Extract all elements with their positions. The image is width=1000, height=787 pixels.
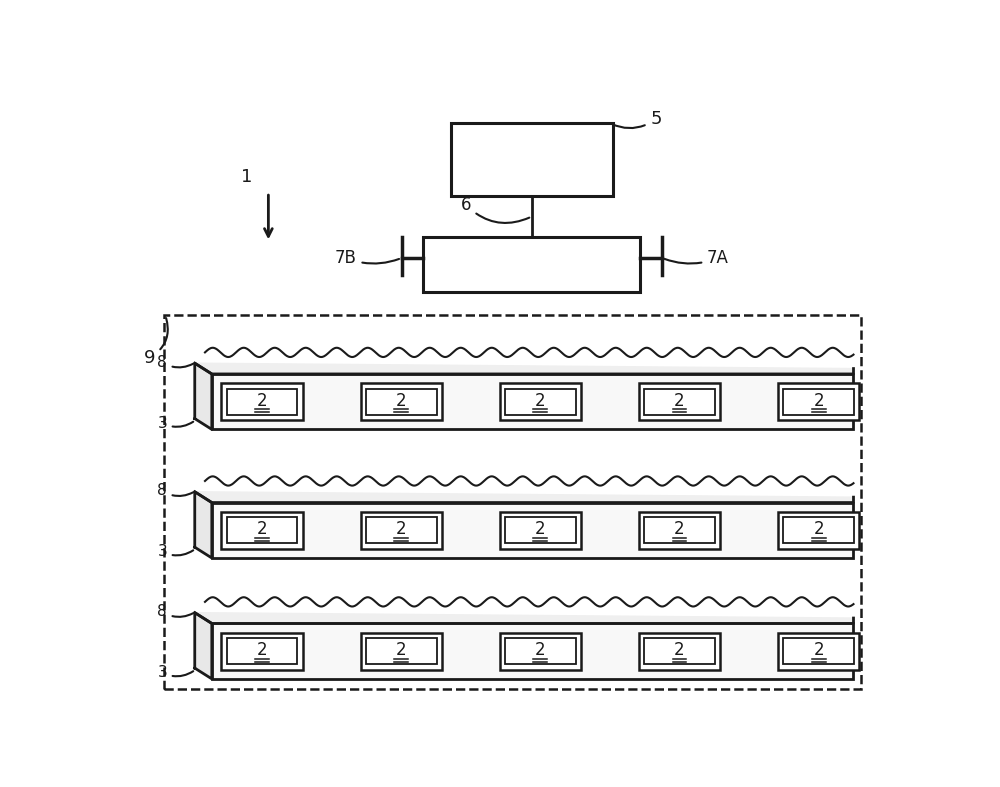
Bar xyxy=(783,389,854,415)
Polygon shape xyxy=(195,612,854,623)
Bar xyxy=(500,633,581,670)
Text: 8: 8 xyxy=(157,483,193,498)
Bar xyxy=(361,633,442,670)
Bar xyxy=(212,623,853,679)
Bar xyxy=(221,383,303,420)
Text: 2: 2 xyxy=(257,520,267,538)
Text: 9: 9 xyxy=(144,318,168,367)
Polygon shape xyxy=(195,492,854,503)
Text: 2: 2 xyxy=(535,392,546,410)
Text: 3: 3 xyxy=(157,545,193,560)
Text: 7A: 7A xyxy=(665,249,729,267)
Text: 2: 2 xyxy=(813,520,824,538)
Text: 3: 3 xyxy=(157,416,193,430)
Bar xyxy=(783,517,854,543)
Text: 5: 5 xyxy=(612,110,662,128)
Bar xyxy=(505,389,576,415)
Bar xyxy=(644,638,715,664)
Bar xyxy=(361,383,442,420)
Bar xyxy=(500,512,581,549)
Bar xyxy=(361,512,442,549)
Bar xyxy=(423,237,640,292)
Text: 2: 2 xyxy=(257,641,267,660)
Bar xyxy=(164,316,861,689)
Polygon shape xyxy=(195,612,212,679)
Bar xyxy=(366,389,437,415)
Bar xyxy=(644,389,715,415)
Bar xyxy=(221,633,303,670)
Text: 3: 3 xyxy=(157,665,193,680)
Bar xyxy=(639,633,720,670)
Bar xyxy=(778,633,859,670)
Bar xyxy=(505,638,576,664)
Bar xyxy=(221,512,303,549)
Text: 2: 2 xyxy=(396,392,407,410)
Text: 8: 8 xyxy=(157,355,193,370)
Text: 2: 2 xyxy=(674,392,685,410)
Bar xyxy=(366,517,437,543)
Text: 7B: 7B xyxy=(335,249,399,267)
Text: 2: 2 xyxy=(674,520,685,538)
Bar xyxy=(212,503,853,558)
Text: 1: 1 xyxy=(241,168,252,186)
Bar xyxy=(639,512,720,549)
Bar xyxy=(212,374,853,430)
Polygon shape xyxy=(195,363,212,430)
Text: 2: 2 xyxy=(396,520,407,538)
Bar xyxy=(778,383,859,420)
Text: 2: 2 xyxy=(396,641,407,660)
Bar xyxy=(500,383,581,420)
Bar xyxy=(227,389,297,415)
Bar xyxy=(644,517,715,543)
Bar xyxy=(227,517,297,543)
Text: 2: 2 xyxy=(813,392,824,410)
Bar xyxy=(639,383,720,420)
Text: 2: 2 xyxy=(257,392,267,410)
Polygon shape xyxy=(195,363,854,374)
Text: 8: 8 xyxy=(157,604,193,619)
Bar xyxy=(505,517,576,543)
Text: 2: 2 xyxy=(674,641,685,660)
Bar xyxy=(778,512,859,549)
Polygon shape xyxy=(195,492,212,558)
Text: 2: 2 xyxy=(535,641,546,660)
Text: 6: 6 xyxy=(461,196,529,223)
Text: 2: 2 xyxy=(535,520,546,538)
Bar xyxy=(450,123,613,196)
Bar xyxy=(227,638,297,664)
Bar xyxy=(783,638,854,664)
Bar xyxy=(366,638,437,664)
Text: 2: 2 xyxy=(813,641,824,660)
